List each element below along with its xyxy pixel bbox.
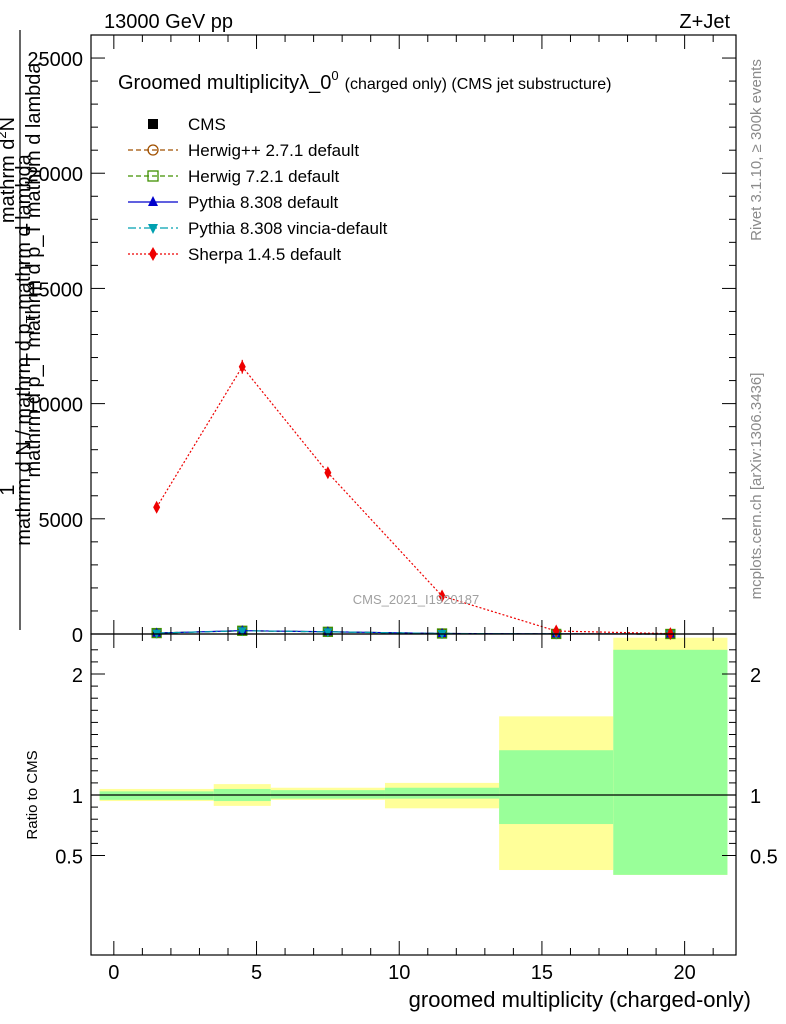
- ratio-band-stat-5: [613, 649, 728, 875]
- ratio-band-stat-2: [270, 790, 385, 799]
- plot-title: Groomed multiplicityλ_00 (charged only) (…: [118, 68, 611, 94]
- xtick-label-0: 0: [108, 962, 119, 984]
- series-point-5-2: [324, 466, 332, 480]
- main-ytick-label-20000: 20000: [27, 164, 83, 186]
- legend-label-2: Herwig 7.2.1 default: [188, 167, 339, 186]
- ratio-ylabel: Ratio to CMS: [24, 750, 41, 839]
- legend-label-0: CMS: [188, 115, 226, 134]
- ratio-ytick-label-left-2: 2: [72, 665, 83, 687]
- plot-title-sup: 0: [331, 68, 338, 83]
- series-point-5-1: [238, 360, 246, 374]
- header-energy: 13000 GeV pp: [104, 11, 233, 33]
- ratio-band-stat-4: [499, 750, 614, 825]
- ylabel-rotated: mathrm d p_T mathrm d p_T mathrm d lambd…: [23, 62, 45, 478]
- main-ylabel: 1 mathrm d p_T mathrm d p_T mathrm d lam…: [0, 30, 45, 630]
- plot-title-suffix: (charged only) (CMS jet substructure): [345, 76, 612, 93]
- legend-label-5: Sherpa 1.4.5 default: [188, 245, 341, 264]
- ratio-ytick-label-left-1: 1: [72, 786, 83, 808]
- legend-label-4: Pythia 8.308 vincia-default: [188, 219, 388, 238]
- legend-marker-1: [147, 144, 159, 156]
- main-ytick-label-5000: 5000: [39, 510, 84, 532]
- ratio-band-stat-3: [384, 787, 500, 799]
- header-process: Z+Jet: [679, 11, 730, 33]
- legend-label-1: Herwig++ 2.7.1 default: [188, 141, 359, 160]
- xtick-label-10: 10: [388, 962, 410, 984]
- legend-marker-3: [148, 196, 158, 206]
- xtick-label-20: 20: [674, 962, 696, 984]
- ylabel-numerator-2: mathrm d2N: [0, 117, 19, 223]
- legend-marker-5: [149, 247, 157, 261]
- ratio-ytick-label-right-2: 2: [750, 665, 761, 687]
- main-ytick-label-25000: 25000: [27, 49, 83, 71]
- series-point-5-0: [153, 500, 161, 514]
- analysis-watermark: CMS_2021_I1920187: [353, 592, 480, 607]
- series-point-4-2: [323, 628, 333, 638]
- series-line-5: [156, 365, 671, 635]
- legend: CMS Herwig++ 2.7.1 default Herwig 7.2.1 de…: [128, 115, 388, 264]
- legend-marker-0: [148, 119, 158, 129]
- plot-title-main: Groomed multiplicity: [118, 72, 299, 94]
- legend-label-3: Pythia 8.308 default: [188, 193, 339, 212]
- mcplots-label: mcplots.cern.ch [arXiv:1306.3436]: [748, 373, 765, 600]
- ylabel-denominator: mathrm d N / mathrm d pT mathrm d lambda: [13, 153, 38, 545]
- series-point-5-3: [438, 589, 446, 603]
- ylabel-numerator: 1: [0, 484, 19, 495]
- legend-marker-2: [147, 170, 159, 182]
- legend-marker-4: [148, 224, 158, 234]
- ratio-ytick-label-left-0.5: 0.5: [55, 847, 83, 869]
- ratio-ytick-label-right-1: 1: [750, 786, 761, 808]
- plot-title-lambda: λ_0: [299, 72, 331, 94]
- ratio-ytick-label-right-0.5: 0.5: [750, 847, 778, 869]
- xtick-label-5: 5: [251, 962, 262, 984]
- xtick-label-15: 15: [531, 962, 553, 984]
- main-ytick-label-15000: 15000: [27, 279, 83, 301]
- main-ytick-label-10000: 10000: [27, 395, 83, 417]
- rivet-label: Rivet 3.1.10, ≥ 300k events: [748, 59, 765, 241]
- main-ytick-label-0: 0: [72, 625, 83, 647]
- ratio-bands: [99, 637, 728, 875]
- series-point-4-1: [237, 627, 247, 637]
- ratio-band-stat-0: [99, 791, 214, 800]
- xlabel: groomed multiplicity (charged-only): [409, 987, 751, 1012]
